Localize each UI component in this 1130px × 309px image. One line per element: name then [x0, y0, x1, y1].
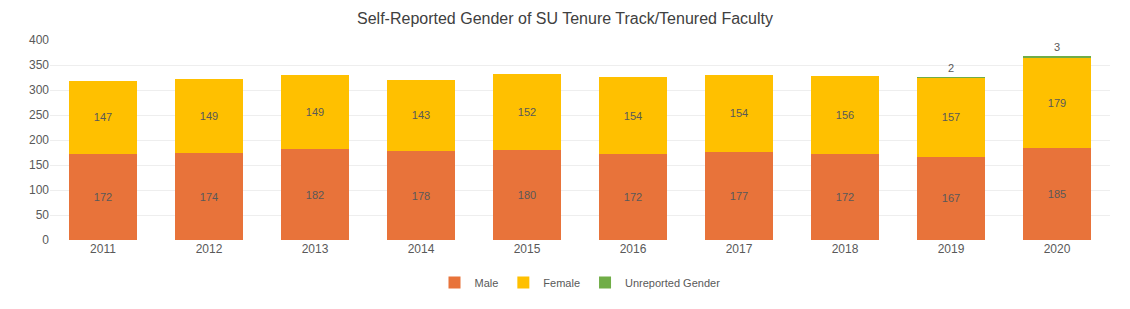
svg-text:250: 250	[29, 108, 49, 122]
svg-text:149: 149	[306, 106, 324, 118]
svg-text:180: 180	[518, 189, 536, 201]
svg-text:2017: 2017	[726, 242, 753, 256]
svg-text:200: 200	[29, 133, 49, 147]
svg-text:177: 177	[730, 190, 748, 202]
svg-text:172: 172	[94, 191, 112, 203]
svg-text:2: 2	[948, 62, 954, 74]
svg-text:179: 179	[1048, 97, 1066, 109]
svg-text:2016: 2016	[620, 242, 647, 256]
svg-text:2018: 2018	[832, 242, 859, 256]
svg-text:Unreported Gender: Unreported Gender	[625, 277, 720, 289]
svg-text:Self-Reported Gender of SU Ten: Self-Reported Gender of SU Tenure Track/…	[357, 10, 773, 27]
svg-text:167: 167	[942, 192, 960, 204]
svg-text:Female: Female	[543, 277, 580, 289]
svg-text:154: 154	[624, 110, 642, 122]
svg-text:300: 300	[29, 83, 49, 97]
svg-text:182: 182	[306, 189, 324, 201]
svg-text:150: 150	[29, 158, 49, 172]
svg-text:178: 178	[412, 190, 430, 202]
svg-text:149: 149	[200, 110, 218, 122]
svg-text:154: 154	[730, 107, 748, 119]
svg-text:2013: 2013	[302, 242, 329, 256]
svg-text:2020: 2020	[1044, 242, 1071, 256]
svg-text:156: 156	[836, 109, 854, 121]
svg-text:157: 157	[942, 111, 960, 123]
svg-text:100: 100	[29, 183, 49, 197]
svg-text:152: 152	[518, 106, 536, 118]
svg-text:2012: 2012	[196, 242, 223, 256]
svg-text:0: 0	[42, 233, 49, 247]
svg-text:400: 400	[29, 33, 49, 47]
svg-text:143: 143	[412, 109, 430, 121]
svg-text:174: 174	[200, 191, 218, 203]
svg-text:Male: Male	[475, 277, 499, 289]
svg-text:185: 185	[1048, 188, 1066, 200]
svg-text:2019: 2019	[938, 242, 965, 256]
svg-text:147: 147	[94, 111, 112, 123]
svg-text:3: 3	[1054, 41, 1060, 53]
svg-text:2015: 2015	[514, 242, 541, 256]
svg-text:2011: 2011	[90, 242, 116, 256]
svg-text:350: 350	[29, 58, 49, 72]
svg-text:172: 172	[836, 191, 854, 203]
svg-text:2014: 2014	[408, 242, 435, 256]
svg-text:50: 50	[36, 208, 50, 222]
svg-text:172: 172	[624, 191, 642, 203]
